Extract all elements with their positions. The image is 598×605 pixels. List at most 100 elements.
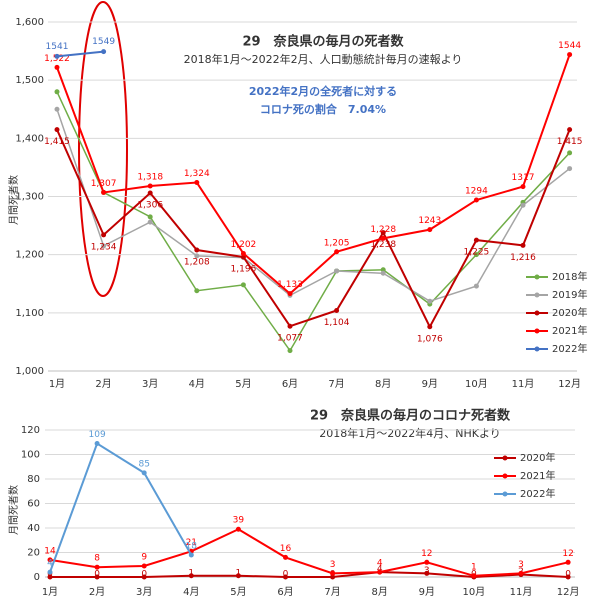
point (287, 323, 293, 329)
point (54, 89, 60, 95)
point (380, 270, 386, 276)
point (330, 574, 336, 580)
series-line (56, 91, 571, 353)
point (240, 251, 246, 257)
annotation: 2022年2月の全死者に対する (249, 84, 397, 98)
y-tick-label: 1,500 (15, 75, 44, 86)
point (141, 563, 147, 569)
point (377, 569, 383, 575)
y-tick-label: 1,200 (15, 250, 44, 261)
point (565, 574, 571, 580)
data-label: 1,196 (231, 264, 257, 274)
data-label: 1,318 (137, 173, 163, 183)
data-label: 1,133 (277, 280, 303, 290)
point (188, 552, 194, 558)
data-label: 9 (141, 552, 147, 562)
data-label: 1,202 (231, 240, 257, 250)
point (101, 189, 107, 195)
legend-marker (534, 310, 540, 316)
point (47, 569, 53, 575)
point (240, 282, 246, 288)
point (235, 526, 241, 532)
chart-subtitle: 2018年1月～2022年4月、NHKより (319, 426, 500, 440)
data-label: 1243 (418, 216, 441, 226)
series-line (56, 50, 104, 58)
x-tick-label: 7月 (324, 586, 340, 598)
point (94, 440, 100, 446)
data-label: 1,077 (277, 334, 303, 344)
x-tick-label: 8月 (375, 378, 391, 390)
point (147, 183, 153, 189)
data-label: 0 (94, 570, 100, 580)
point (471, 573, 477, 579)
point (473, 197, 479, 203)
x-tick-label: 4月 (183, 586, 199, 598)
legend-label: 2020年 (520, 451, 555, 464)
data-label: 85 (138, 459, 149, 469)
annotation: コロナ死の割合 7.04% (260, 102, 386, 116)
chart-title: 29 奈良県の毎月の死者数 (242, 34, 404, 50)
data-label: 8 (94, 554, 100, 564)
series-line (49, 441, 193, 573)
legend-label: 2020年 (552, 306, 587, 319)
legend-marker (502, 473, 508, 479)
point (520, 202, 526, 208)
legend-marker (534, 346, 540, 352)
x-tick-label: 11月 (510, 586, 533, 598)
point (188, 573, 194, 579)
data-label: 1317 (512, 173, 535, 183)
point (567, 127, 573, 133)
point (427, 298, 433, 304)
point (473, 283, 479, 289)
y-tick-label: 60 (27, 499, 40, 510)
data-label: 1,307 (91, 179, 117, 189)
data-label: 1,104 (324, 318, 350, 328)
data-label: 1,415 (557, 137, 583, 147)
y-tick-label: 1,000 (15, 366, 44, 377)
point (235, 573, 241, 579)
point (380, 267, 386, 273)
point (427, 227, 433, 233)
data-label: 0 (141, 570, 147, 580)
chart-title: 29 奈良県の毎月のコロナ死者数 (310, 408, 511, 424)
point (54, 64, 60, 70)
data-label: 4 (47, 559, 53, 569)
highlight-ellipse (78, 1, 128, 297)
data-label: 1,522 (44, 54, 70, 64)
x-tick-label: 3月 (136, 586, 152, 598)
data-label: 1,208 (184, 258, 210, 268)
point (520, 242, 526, 248)
data-label: 1544 (558, 41, 581, 51)
legend-marker (534, 328, 540, 334)
point (94, 574, 100, 580)
x-tick-label: 9月 (422, 378, 438, 390)
point (101, 49, 107, 55)
point (194, 288, 200, 294)
x-tick-label: 2月 (89, 586, 105, 598)
point (141, 470, 147, 476)
point (101, 243, 107, 249)
point (47, 557, 53, 563)
x-tick-label: 8月 (372, 586, 388, 598)
data-label: 3 (518, 560, 524, 570)
point (473, 237, 479, 243)
chart-subtitle: 2018年1月～2022年2月、人口動態統計毎月の速報より (184, 52, 463, 66)
point (520, 184, 526, 190)
data-label: 1541 (46, 42, 69, 52)
point (380, 235, 386, 241)
legend-label: 2021年 (552, 324, 587, 337)
x-tick-label: 9月 (419, 586, 435, 598)
x-tick-label: 12月 (557, 586, 580, 598)
y-tick-label: 1,400 (15, 133, 44, 144)
data-label: 1,306 (137, 201, 163, 211)
series-line (50, 571, 569, 579)
x-tick-label: 3月 (142, 378, 158, 390)
y-tick-label: 40 (27, 523, 40, 534)
data-label: 1,238 (370, 240, 396, 250)
point (334, 268, 340, 274)
point (194, 247, 200, 253)
legend-marker (502, 455, 508, 461)
point (94, 564, 100, 570)
x-tick-label: 5月 (235, 378, 251, 390)
data-label: 1,228 (370, 225, 396, 235)
